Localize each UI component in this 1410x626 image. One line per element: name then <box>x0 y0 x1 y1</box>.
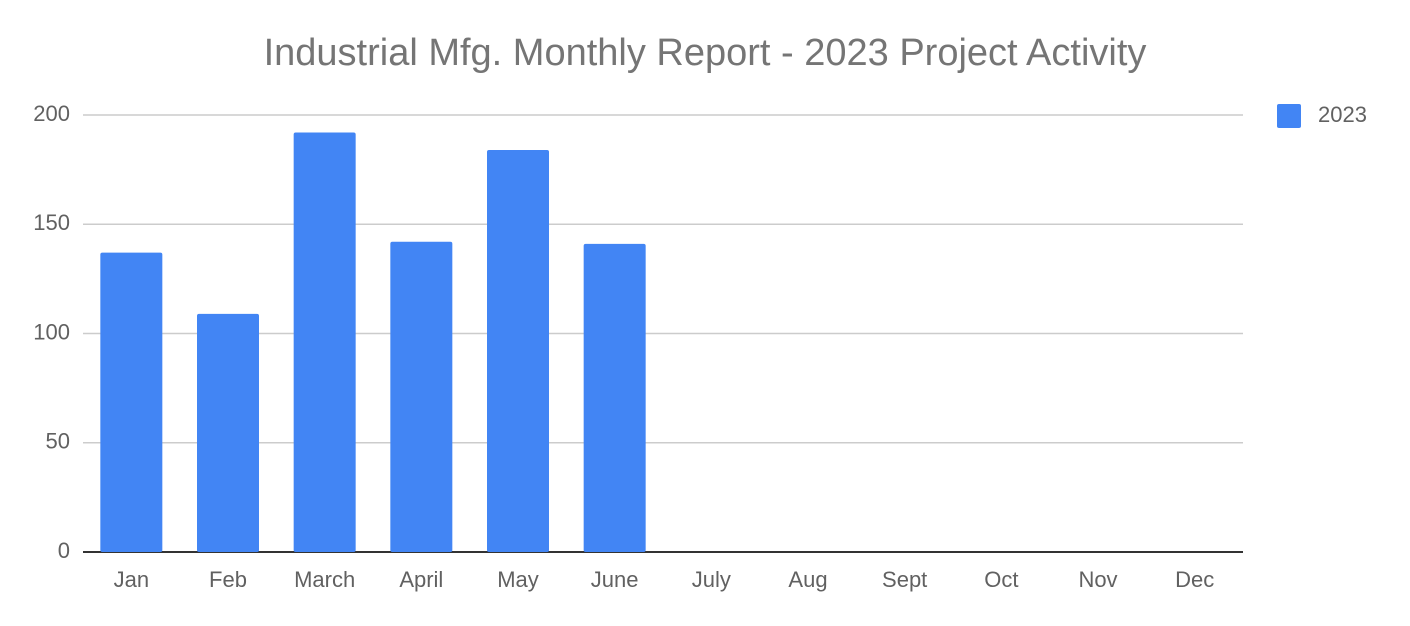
legend-label: 2023 <box>1318 102 1367 127</box>
x-tick-label: Feb <box>209 567 247 592</box>
y-tick-label: 50 <box>46 429 70 454</box>
x-tick-label: Jan <box>114 567 149 592</box>
x-tick-label: Oct <box>984 567 1018 592</box>
bar <box>583 243 646 553</box>
x-tick-label: May <box>497 567 539 592</box>
chart-title: Industrial Mfg. Monthly Report - 2023 Pr… <box>264 32 1147 74</box>
x-tick-label: Sept <box>882 567 927 592</box>
y-tick-label: 0 <box>58 538 70 563</box>
x-tick-label: March <box>294 567 355 592</box>
legend-swatch <box>1277 104 1301 128</box>
bar <box>197 313 259 552</box>
bar <box>390 241 453 553</box>
x-tick-label: June <box>591 567 639 592</box>
y-tick-label: 100 <box>33 319 70 344</box>
x-tick-label: Nov <box>1078 567 1117 592</box>
bar <box>487 149 549 552</box>
x-tick-label: July <box>692 567 731 592</box>
y-tick-label: 150 <box>33 210 70 235</box>
bar <box>293 132 356 553</box>
x-tick-label: April <box>399 567 443 592</box>
x-tick-label: Aug <box>788 567 827 592</box>
x-tick-label: Dec <box>1175 567 1214 592</box>
bar <box>100 252 163 552</box>
y-tick-label: 200 <box>33 101 70 126</box>
